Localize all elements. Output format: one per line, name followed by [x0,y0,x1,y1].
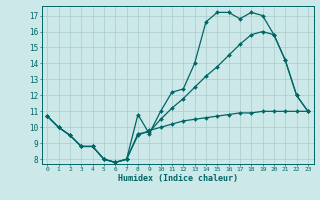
X-axis label: Humidex (Indice chaleur): Humidex (Indice chaleur) [118,174,237,183]
